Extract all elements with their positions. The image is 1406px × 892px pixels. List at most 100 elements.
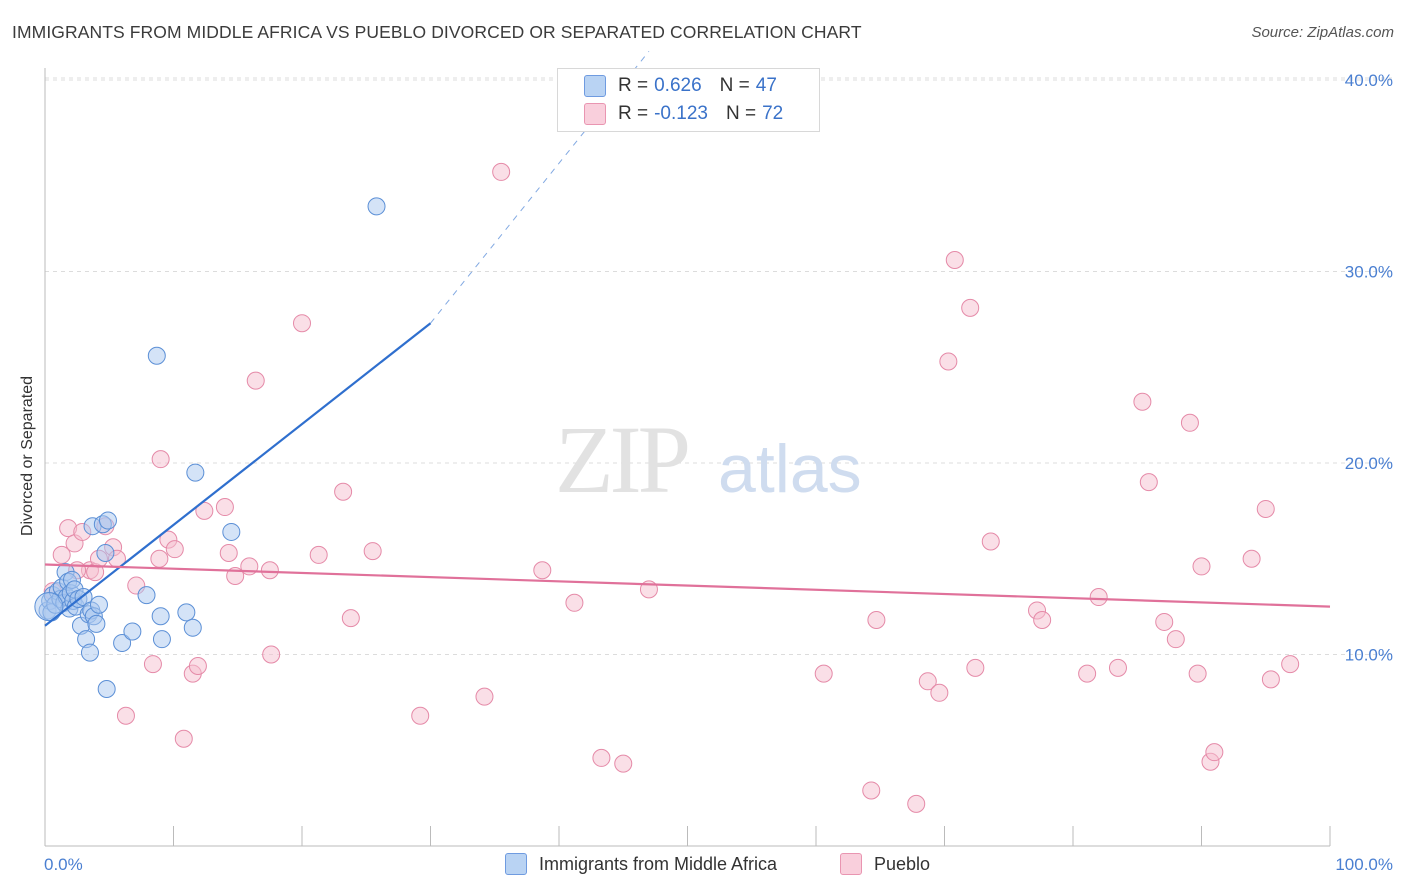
bottom-legend-swatch-pink [840,853,862,875]
data-point [80,643,99,662]
data-point [918,672,937,691]
data-point [262,645,281,664]
data-point [98,511,117,530]
watermark: ZIP atlas [555,406,862,513]
y-tick-label: 20.0% [1345,454,1393,473]
data-point [113,634,132,653]
x-tick-label: 100.0% [1335,855,1393,874]
series-pueblo [43,162,1300,813]
data-point [1281,655,1300,674]
legend-r-label: R = [618,103,649,124]
data-point [215,498,234,517]
data-point [151,607,170,626]
data-point [1256,499,1275,518]
data-point [293,314,311,333]
chart-title: IMMIGRANTS FROM MIDDLE AFRICA VS PUEBLO … [12,22,862,42]
data-point [614,754,633,773]
data-point [123,622,142,641]
bottom-legend-pueblo: Pueblo [840,852,930,876]
data-point [260,561,279,580]
legend-r-value: -0.123 [654,103,708,124]
data-point [492,162,511,181]
data-point [195,501,214,520]
legend-r-value: 0.626 [654,75,702,96]
trend-line-middle-africa [44,322,432,627]
data-point [183,618,202,637]
data-point [363,542,382,561]
data-point [137,586,156,605]
data-point [1078,664,1097,683]
data-point [116,706,135,725]
data-point [222,522,241,541]
data-point [1192,557,1211,576]
legend-n-label: N = [725,103,757,124]
data-point [219,544,238,563]
data-point [151,450,170,469]
data-point [961,298,980,317]
axes [44,68,1331,847]
data-point [1180,413,1199,432]
x-tick-labels: 0.0% 100.0% [44,855,1393,874]
data-point [186,463,205,482]
data-point [565,593,584,612]
y-tick-labels: 10.0% 20.0% 30.0% 40.0% [1345,71,1393,665]
data-point [411,706,430,725]
data-point [966,658,985,677]
data-point [174,729,193,748]
data-point [52,545,71,564]
data-point [945,251,964,270]
watermark-atlas: atlas [718,431,862,507]
data-point [1089,588,1108,607]
data-point [592,748,611,767]
data-point [939,352,958,371]
data-point [1139,473,1158,492]
data-point [87,614,106,633]
x-tick-label: 0.0% [44,855,83,874]
trend-line-pueblo [44,563,1331,608]
stats-legend: R = 0.626 N = 47 R = -0.123 N = 72 [557,68,820,132]
data-point [89,595,108,614]
data-point [1155,612,1174,631]
legend-row-pueblo: R = -0.123 N = 72 [584,101,783,127]
data-point [367,197,386,216]
data-point [143,655,162,674]
legend-swatch-blue [584,75,606,97]
legend-n-label: N = [719,75,750,96]
data-point [930,683,949,702]
legend-swatch-pink [584,103,606,125]
data-point [867,611,886,630]
watermark-zip: ZIP [555,406,688,513]
data-point [1133,392,1152,411]
trend-lines [44,50,1331,627]
data-point [1188,664,1207,683]
y-tick-label: 10.0% [1345,646,1393,665]
legend-n-value: 47 [755,75,777,96]
data-point [165,540,184,559]
data-point [188,656,207,675]
bottom-legend-label: Pueblo [874,853,931,874]
legend-r-label: R = [618,75,649,96]
legend-row-middle-africa: R = 0.626 N = 47 [584,73,777,99]
data-point [341,609,360,628]
data-point [981,532,1000,551]
bottom-legend-swatch-blue [505,853,527,875]
bottom-legend-label: Immigrants from Middle Africa [539,853,778,874]
data-point [334,482,353,501]
legend-n-value: 72 [762,103,784,124]
data-point [862,781,881,800]
data-point [1205,743,1224,762]
data-point [907,794,926,813]
data-point [475,687,494,706]
data-point [1033,611,1052,630]
source-label: Source: ZipAtlas.com [1251,24,1394,41]
data-point [1166,630,1185,649]
y-tick-label: 40.0% [1345,71,1393,90]
data-point [814,664,833,683]
data-point-cluster [34,592,64,622]
data-point [246,371,265,390]
data-point [1108,658,1127,677]
data-point [533,561,552,580]
y-tick-label: 30.0% [1345,263,1393,282]
data-point [177,603,196,622]
